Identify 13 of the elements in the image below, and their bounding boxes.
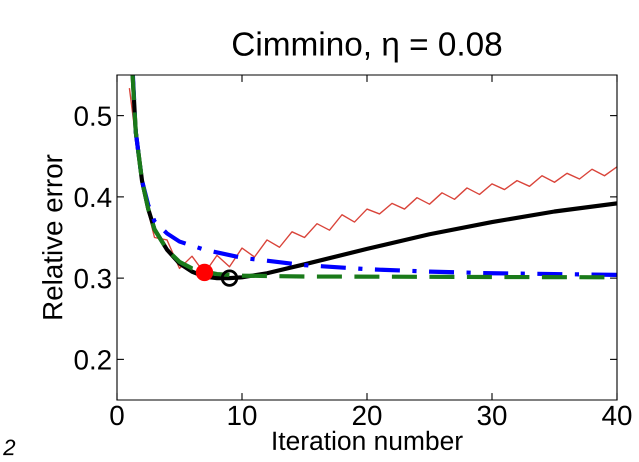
chart-title: Cimmino, η = 0.08 [232,31,502,62]
x-tick-label: 40 [602,406,632,426]
y-tick-label: 0.3 [74,268,111,288]
y-tick-label: 0.2 [74,350,111,370]
y-tick-label: 0.4 [74,188,112,208]
y-axis-title: Relative error [42,154,62,319]
text: 2 [3,440,16,456]
x-axis-title: Iteration number [273,430,463,450]
x-tick-label: 0 [110,406,124,426]
x-tick-label: 20 [352,406,382,426]
y-tick-label: 0.5 [74,106,111,126]
x-tick-label: 10 [228,406,256,426]
x-tick-label: 30 [478,406,506,426]
